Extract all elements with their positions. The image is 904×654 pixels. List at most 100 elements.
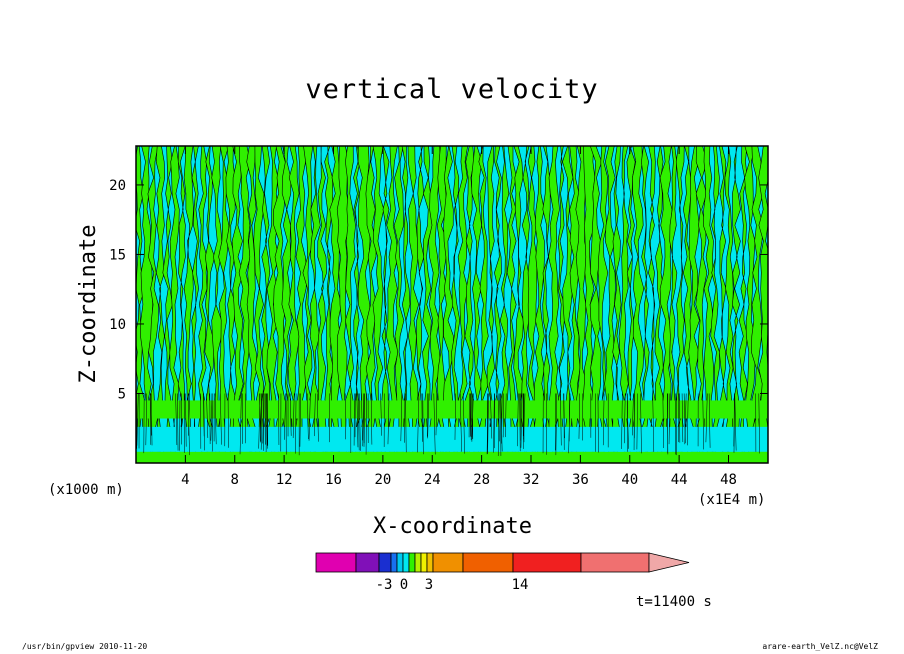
plume xyxy=(499,146,510,463)
contour-line xyxy=(292,393,295,439)
contour-line xyxy=(363,393,366,447)
plume xyxy=(281,146,292,463)
colorbar-segment xyxy=(420,552,428,573)
chart-title: vertical velocity xyxy=(305,74,599,105)
plume xyxy=(648,146,656,463)
contour-line xyxy=(624,393,626,444)
x-tick-label: 32 xyxy=(523,472,540,488)
contour-line xyxy=(427,393,430,437)
plume xyxy=(204,146,216,463)
plume xyxy=(443,146,454,463)
contour-line xyxy=(493,393,495,453)
colorbar-segment xyxy=(426,552,434,573)
plume xyxy=(718,146,727,463)
contour-line xyxy=(177,393,179,451)
plume xyxy=(287,146,301,463)
plume xyxy=(632,146,645,463)
plume xyxy=(724,146,734,463)
contour-line xyxy=(520,393,523,448)
contour-line xyxy=(505,393,507,438)
x-axis-label: X-coordinate xyxy=(373,514,532,539)
contour-line xyxy=(687,393,689,446)
plume xyxy=(317,146,328,463)
contour-line xyxy=(435,393,438,436)
colorbar-segment xyxy=(390,552,398,573)
contour-line xyxy=(210,393,213,441)
contour-line xyxy=(705,393,708,443)
plume xyxy=(669,146,678,463)
plume xyxy=(273,146,287,463)
contour-line xyxy=(486,393,489,455)
plume xyxy=(324,146,334,463)
plume xyxy=(451,146,461,463)
contour-line xyxy=(308,393,311,441)
contour-line xyxy=(681,393,684,443)
plume xyxy=(682,146,692,463)
x-tick-label: 28 xyxy=(473,472,490,488)
plume xyxy=(169,146,180,463)
contour-line xyxy=(568,393,571,454)
contour-line xyxy=(260,393,263,450)
colorbar-arrow xyxy=(648,552,690,573)
contour-line xyxy=(422,393,424,455)
plume xyxy=(136,146,146,463)
plume xyxy=(533,146,547,463)
plume xyxy=(710,146,721,463)
contour-line xyxy=(387,393,390,445)
colorbar-segment xyxy=(402,552,410,573)
colorbar-label: 0 xyxy=(400,577,408,593)
plume xyxy=(162,146,174,463)
footer-program: /usr/bin/gpview 2010-11-20 xyxy=(22,642,148,651)
contour-line xyxy=(359,393,361,451)
plume xyxy=(428,146,441,463)
colorbar-segment xyxy=(315,552,357,573)
contour-line xyxy=(295,393,297,454)
contour-line xyxy=(490,393,493,439)
contour-line xyxy=(185,393,187,447)
contour-line xyxy=(188,393,190,436)
x-tick-label: 24 xyxy=(424,472,441,488)
plume xyxy=(557,146,565,463)
colorbar-label: 3 xyxy=(425,577,433,593)
contour-line xyxy=(602,393,605,446)
plume xyxy=(294,146,308,463)
contour-line xyxy=(175,393,178,446)
colorbar-label: 14 xyxy=(512,577,529,593)
plume xyxy=(618,146,630,463)
x-tick-label: 4 xyxy=(181,472,189,488)
contour-line xyxy=(220,393,222,445)
x-tick-label: 20 xyxy=(374,472,391,488)
plume xyxy=(520,146,531,463)
x-unit-label: (x1000 m) xyxy=(48,482,124,498)
plume xyxy=(245,146,258,463)
contour-line xyxy=(702,393,704,450)
colorbar-segment xyxy=(512,552,582,573)
x-tick-label: 8 xyxy=(231,472,239,488)
contour-line xyxy=(299,393,301,447)
colorbar-segment xyxy=(462,552,514,573)
lower-band xyxy=(136,400,768,419)
contour-line xyxy=(632,393,634,436)
plume xyxy=(675,146,685,463)
plume xyxy=(147,146,159,463)
plume xyxy=(486,146,495,463)
colorbar-segment xyxy=(580,552,650,573)
contour-line xyxy=(203,393,205,451)
contour-line xyxy=(262,393,264,444)
contour-line xyxy=(621,393,623,449)
contour-line xyxy=(187,393,190,456)
colorbar-segment xyxy=(432,552,464,573)
contour-line xyxy=(433,393,436,455)
plume xyxy=(506,146,517,463)
plume xyxy=(177,146,186,463)
ground-band xyxy=(136,426,768,452)
contour-line xyxy=(471,393,474,442)
plume xyxy=(372,146,385,463)
contour-line xyxy=(708,393,711,448)
x-tick-label: 36 xyxy=(572,472,589,488)
plume xyxy=(197,146,208,463)
contour-line xyxy=(284,393,286,440)
contour-line xyxy=(497,393,500,456)
contour-line xyxy=(145,393,147,446)
contour-line xyxy=(758,393,760,454)
